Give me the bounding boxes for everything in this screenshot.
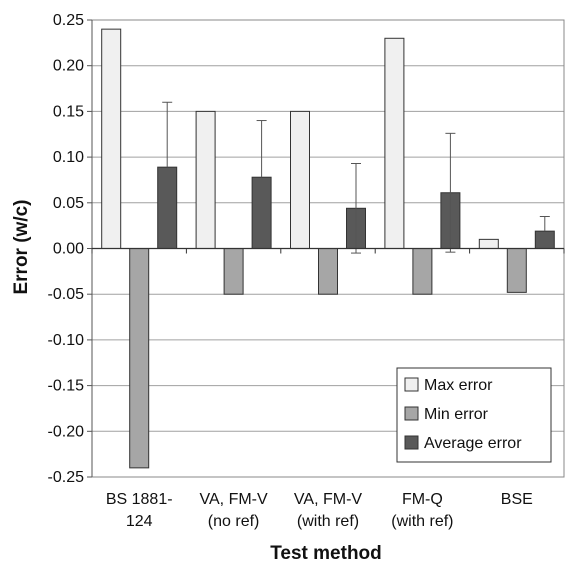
y-tick-label: -0.20	[48, 423, 85, 440]
x-tick-label: (with ref)	[297, 513, 359, 530]
legend: Max error Min error Average error	[396, 367, 552, 463]
x-axis-title: Test method	[270, 543, 382, 564]
y-tick-label: 0.20	[53, 58, 84, 75]
legend-swatch	[404, 406, 419, 421]
y-tick-label: 0.10	[53, 149, 84, 166]
legend-label: Max error	[424, 377, 493, 394]
bar-max-error	[101, 28, 122, 249]
legend-box	[396, 367, 552, 463]
bars	[101, 28, 555, 469]
x-tick-label: VA, FM-V	[200, 491, 268, 508]
legend-swatch	[404, 435, 419, 450]
x-tick-label: (no ref)	[208, 513, 260, 530]
y-axis-title: Error (w/c)	[11, 199, 32, 294]
bar-min-error	[506, 248, 527, 293]
x-tick-label: 124	[126, 513, 153, 530]
x-tick-label: BS 1881-	[106, 491, 173, 508]
y-tick-label: 0.15	[53, 103, 84, 120]
bar-min-error	[223, 248, 244, 295]
bar-max-error	[195, 110, 216, 250]
bar-average-error	[534, 230, 555, 250]
y-tick-label: -0.10	[48, 332, 85, 349]
bar-max-error	[384, 37, 405, 249]
bar-min-error	[129, 248, 150, 469]
bar-average-error	[251, 176, 272, 249]
bar-max-error	[290, 110, 310, 250]
x-tick-labels: BS 1881- 124 VA, FM-V (no ref) VA, FM-V (with…	[106, 491, 533, 530]
y-tick-label: -0.25	[48, 469, 85, 486]
y-tick-label: -0.15	[48, 378, 85, 395]
x-tick-label: VA, FM-V	[294, 491, 362, 508]
y-tick-label: -0.05	[48, 286, 85, 303]
y-tick-labels: 0.25 0.20 0.15 0.10 0.05 0.00 -0.05 -0.10 -0.15 -…	[48, 12, 85, 486]
bar-average-error	[157, 166, 178, 250]
legend-label: Min error	[424, 406, 489, 423]
x-tick-label: FM-Q	[402, 491, 443, 508]
y-tick-label: 0.25	[53, 12, 84, 29]
y-tick-label: 0.00	[53, 241, 84, 258]
y-tick-label: 0.05	[53, 195, 84, 212]
x-tick-label: (with ref)	[391, 513, 453, 530]
legend-label: Average error	[424, 435, 522, 452]
bar-max-error	[478, 238, 499, 250]
axes	[87, 19, 565, 478]
x-tick-label: BSE	[501, 491, 533, 508]
legend-swatch	[404, 377, 419, 392]
bar-min-error	[318, 248, 338, 295]
bar-min-error	[412, 248, 433, 295]
